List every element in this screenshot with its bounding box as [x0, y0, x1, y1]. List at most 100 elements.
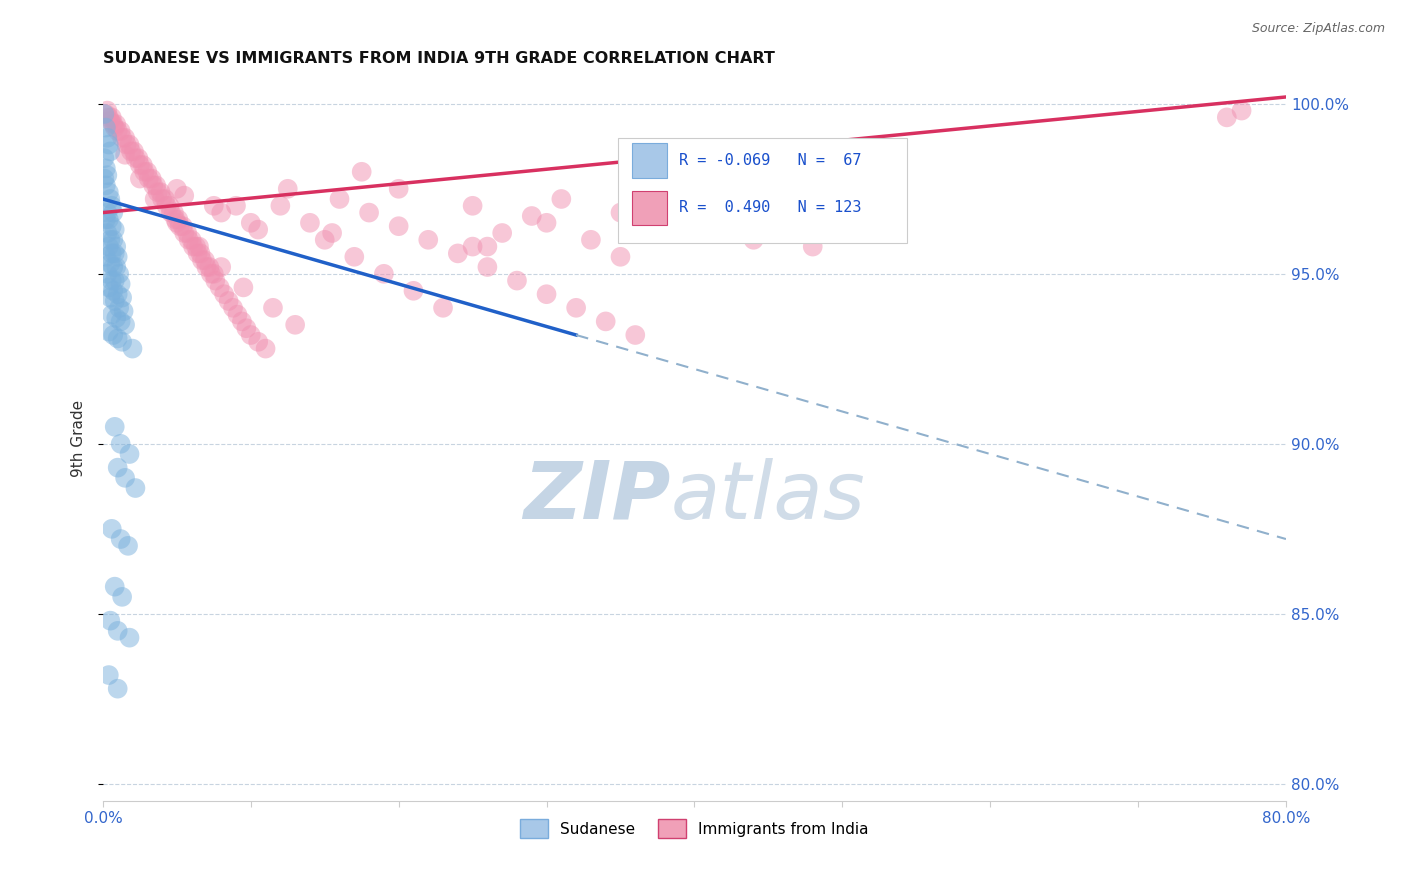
Point — [104, 274, 127, 288]
Text: Source: ZipAtlas.com: Source: ZipAtlas.com — [1251, 22, 1385, 36]
Point — [118, 447, 141, 461]
Point — [190, 246, 212, 260]
Point — [176, 226, 198, 240]
Point — [93, 107, 115, 121]
Point — [609, 250, 631, 264]
Point — [111, 590, 134, 604]
Point — [200, 267, 222, 281]
Point — [184, 239, 207, 253]
Point — [321, 226, 343, 240]
FancyBboxPatch shape — [631, 144, 668, 178]
Point — [226, 308, 249, 322]
Point — [128, 171, 150, 186]
Point — [101, 111, 124, 125]
Point — [97, 111, 120, 125]
Point — [94, 178, 117, 193]
Point — [114, 130, 136, 145]
Point — [97, 668, 120, 682]
Point — [165, 212, 187, 227]
Point — [97, 239, 120, 253]
Point — [115, 137, 138, 152]
Point — [108, 267, 131, 281]
Point — [103, 328, 125, 343]
Point — [198, 260, 221, 274]
Point — [103, 205, 125, 219]
Point — [105, 311, 128, 326]
Point — [117, 539, 139, 553]
Point — [187, 246, 209, 260]
Point — [181, 239, 204, 253]
Point — [195, 260, 218, 274]
Point — [114, 471, 136, 485]
Point — [98, 113, 121, 128]
Point — [110, 437, 132, 451]
Point — [127, 151, 149, 165]
Point — [166, 216, 188, 230]
Point — [150, 192, 173, 206]
Point — [124, 481, 146, 495]
Point — [683, 182, 706, 196]
Point — [107, 331, 129, 345]
Point — [93, 151, 115, 165]
Point — [98, 192, 121, 206]
Point — [98, 614, 121, 628]
Point — [105, 239, 128, 253]
Point — [104, 222, 127, 236]
Point — [609, 205, 631, 219]
Point — [713, 216, 735, 230]
Point — [239, 216, 262, 230]
Point — [110, 124, 132, 138]
Point — [172, 219, 194, 234]
Point — [103, 260, 125, 274]
Point — [388, 182, 411, 196]
Point — [166, 182, 188, 196]
Point — [101, 199, 124, 213]
Point — [111, 334, 134, 349]
Point — [298, 216, 321, 230]
Point — [104, 246, 127, 260]
Point — [231, 314, 253, 328]
Point — [146, 185, 169, 199]
Point — [579, 233, 602, 247]
Point — [105, 117, 128, 131]
Point — [121, 342, 143, 356]
Point — [343, 250, 366, 264]
Point — [97, 325, 120, 339]
Point — [269, 199, 291, 213]
Point — [461, 199, 484, 213]
Point — [111, 291, 134, 305]
Point — [108, 301, 131, 315]
Point — [105, 260, 128, 274]
Point — [359, 205, 381, 219]
Point — [94, 212, 117, 227]
Point — [565, 301, 588, 315]
Point — [134, 165, 156, 179]
Point — [97, 137, 120, 152]
Point — [145, 178, 167, 193]
Point — [402, 284, 425, 298]
Point — [536, 287, 558, 301]
Point — [536, 216, 558, 230]
Point — [118, 631, 141, 645]
Point — [98, 257, 121, 271]
Point — [160, 205, 183, 219]
Point — [209, 205, 232, 219]
Point — [235, 321, 257, 335]
Point — [107, 287, 129, 301]
Point — [97, 280, 120, 294]
Point — [173, 188, 195, 202]
Point — [107, 460, 129, 475]
Point — [239, 328, 262, 343]
Point — [153, 192, 176, 206]
Point — [107, 124, 129, 138]
Point — [1230, 103, 1253, 118]
Point — [101, 274, 124, 288]
Point — [432, 301, 454, 315]
Point — [104, 293, 127, 308]
Point — [654, 199, 676, 213]
Point — [110, 314, 132, 328]
Point — [138, 171, 160, 186]
Point — [104, 580, 127, 594]
Point — [111, 130, 134, 145]
Point — [132, 158, 155, 172]
